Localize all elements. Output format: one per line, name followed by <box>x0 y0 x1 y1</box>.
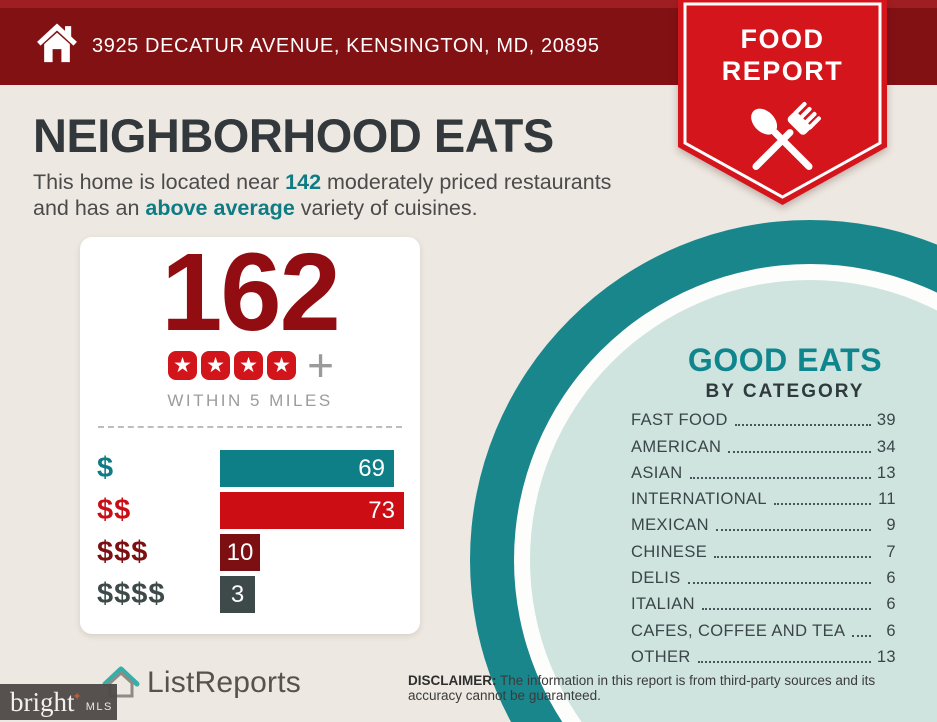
category-row: DELIS 6 <box>631 565 896 591</box>
price-tier-label: $$$$ <box>97 578 166 610</box>
category-list: FAST FOOD 39 AMERICAN 34 ASIAN 13 INTERNATIONA… <box>631 407 896 670</box>
price-bar-chart: $69 $$ 73 $$$ 10 $$$$ 3 <box>97 450 405 618</box>
good-eats-header: GOOD EATS BY CATEGORY <box>635 342 935 403</box>
disclaimer: DISCLAIMER: The information in this repo… <box>408 673 913 703</box>
dotted-leader <box>687 582 871 585</box>
dotted-leader <box>852 634 871 637</box>
disclaimer-text: The information in this report is from t… <box>496 673 876 688</box>
star-rating: ★ ★ ★ ★ <box>166 350 298 380</box>
category-count: 6 <box>886 569 896 588</box>
category-row: CAFES, COFFEE AND TEA 6 <box>631 617 896 643</box>
disclaimer-label: DISCLAIMER: <box>408 673 497 688</box>
star-icon: ★ <box>234 350 264 380</box>
price-bar-row: $$$ 10 <box>97 534 405 571</box>
sparkle-icon: ✦ <box>72 690 82 703</box>
price-bar-value: 69 <box>358 454 385 482</box>
crossed-utensils-icon <box>751 101 821 171</box>
category-count: 34 <box>876 437 896 456</box>
price-tier-label: $$$ <box>97 536 149 568</box>
property-address: 3925 DECATUR AVENUE, KENSINGTON, MD, 208… <box>92 35 600 57</box>
category-name: INTERNATIONAL <box>631 490 767 509</box>
disclaimer-line1: DISCLAIMER: The information in this repo… <box>408 673 913 688</box>
category-row: OTHER 13 <box>631 644 896 670</box>
intro-part2: moderately priced restaurants and has an <box>33 170 612 220</box>
price-bar-row: $$$$ 3 <box>97 576 405 613</box>
category-name: OTHER <box>631 647 691 666</box>
category-name: ITALIAN <box>631 595 695 614</box>
star-icon: ★ <box>168 350 198 380</box>
intro-text: This home is located near 142 moderately… <box>33 170 651 221</box>
intro-part1: This home is located near <box>33 170 286 194</box>
dotted-leader <box>774 503 871 506</box>
restaurant-count-highlight: 142 <box>285 170 322 194</box>
category-name: CHINESE <box>631 542 708 561</box>
plus-sign: + <box>307 339 334 391</box>
category-count: 6 <box>886 621 896 640</box>
category-name: MEXICAN <box>631 516 709 535</box>
category-count: 39 <box>876 411 896 430</box>
good-eats-title: GOOD EATS <box>687 342 883 378</box>
price-bar-value: 3 <box>230 580 245 608</box>
price-bar: 3 <box>220 576 255 613</box>
category-name: ASIAN <box>631 463 683 482</box>
price-bar: 73 <box>220 492 404 529</box>
category-count: 13 <box>876 463 896 482</box>
price-bar-row: $$ 73 <box>97 492 405 529</box>
category-row: ASIAN 13 <box>631 460 896 486</box>
dotted-leader <box>715 529 871 532</box>
category-count: 7 <box>886 542 896 561</box>
category-row: FAST FOOD 39 <box>631 407 896 433</box>
dashed-divider <box>98 426 402 428</box>
price-bar-row: $69 <box>97 450 405 487</box>
star-icon: ★ <box>201 350 231 380</box>
price-bar-value: 10 <box>226 538 254 566</box>
category-name: FAST FOOD <box>631 411 728 430</box>
price-bar-value: 73 <box>368 496 395 524</box>
mls-label: MLS <box>85 700 113 713</box>
intro-part3: variety of cuisines. <box>294 195 478 220</box>
dotted-leader <box>701 608 871 611</box>
category-row: MEXICAN 9 <box>631 512 896 538</box>
category-row: INTERNATIONAL 11 <box>631 486 896 512</box>
price-bar: 10 <box>220 534 260 571</box>
badge-title-line2: REPORT <box>722 56 844 86</box>
radius-label: WITHIN 5 MILES <box>167 391 333 410</box>
price-tier-label: $$ <box>97 494 132 526</box>
category-count: 11 <box>878 490 896 509</box>
dotted-leader <box>734 424 871 427</box>
category-name: CAFES, COFFEE AND TEA <box>631 621 846 640</box>
category-row: CHINESE 7 <box>631 538 896 564</box>
above-average-highlight: above average <box>145 195 295 220</box>
good-eats-subtitle: BY CATEGORY <box>705 381 865 402</box>
dotted-leader <box>728 450 871 453</box>
bright-wordmark: bright <box>10 686 75 717</box>
summary-card: 162 ★ ★ ★ ★ + WITHIN 5 MILES $69 $$ 73 $$$ 10 $$… <box>80 237 420 634</box>
disclaimer-line2: accuracy cannot be guaranteed. <box>408 688 601 703</box>
category-count: 9 <box>886 516 896 535</box>
price-tier-label: $ <box>97 452 115 484</box>
category-row: ITALIAN 6 <box>631 591 896 617</box>
listreports-wordmark: ListReports <box>147 666 301 699</box>
bright-mls-watermark: bright ✦ MLS <box>0 684 117 720</box>
category-count: 6 <box>886 595 896 614</box>
food-report-badge: FOOD REPORT <box>678 0 887 206</box>
listreports-logo: ListReports <box>100 664 301 700</box>
badge-title-line1: FOOD <box>741 24 825 54</box>
dotted-leader <box>689 476 871 479</box>
category-name: AMERICAN <box>631 437 722 456</box>
category-count: 13 <box>876 647 896 666</box>
category-name: DELIS <box>631 569 681 588</box>
page-title: NEIGHBORHOOD EATS <box>33 109 554 162</box>
total-restaurant-count: 162 <box>161 231 341 354</box>
dotted-leader <box>714 555 871 558</box>
rating-row: ★ ★ ★ ★ + <box>80 339 420 391</box>
home-icon <box>37 23 77 63</box>
price-bar: 69 <box>220 450 394 487</box>
star-icon: ★ <box>267 350 297 380</box>
dotted-leader <box>697 660 871 663</box>
category-row: AMERICAN 34 <box>631 433 896 459</box>
